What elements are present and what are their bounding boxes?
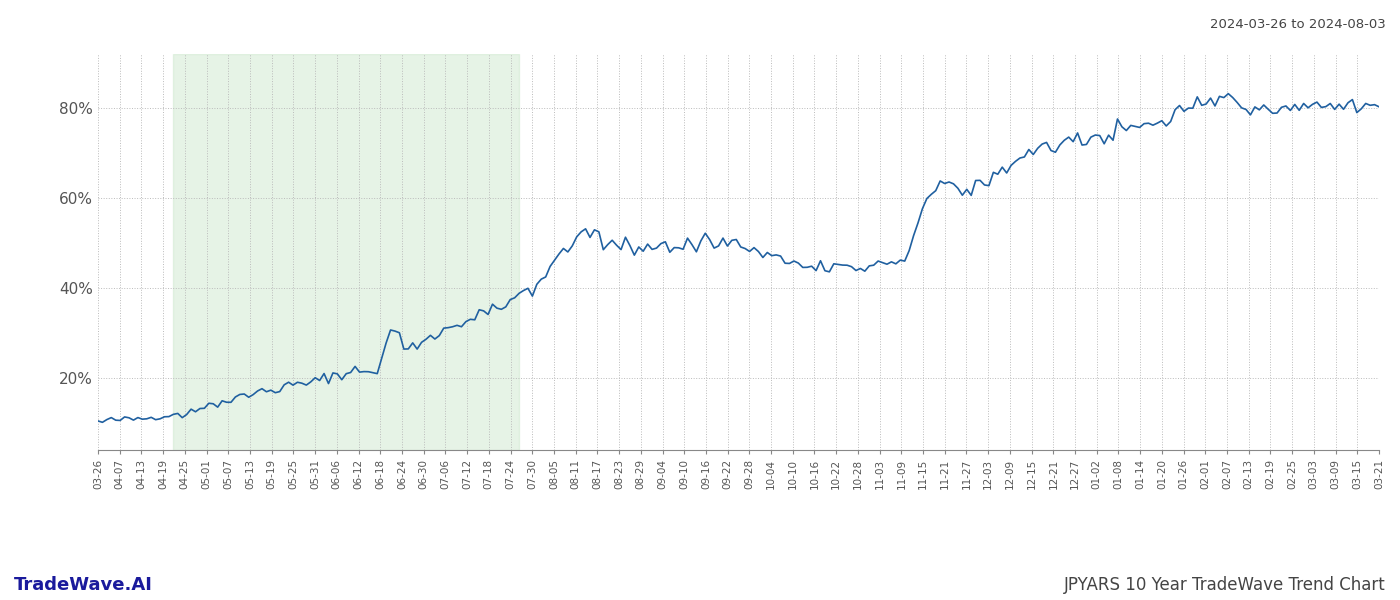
Text: 2024-03-26 to 2024-08-03: 2024-03-26 to 2024-08-03 bbox=[1210, 18, 1386, 31]
Text: JPYARS 10 Year TradeWave Trend Chart: JPYARS 10 Year TradeWave Trend Chart bbox=[1064, 576, 1386, 594]
Bar bbox=[174, 54, 519, 450]
Text: TradeWave.AI: TradeWave.AI bbox=[14, 576, 153, 594]
